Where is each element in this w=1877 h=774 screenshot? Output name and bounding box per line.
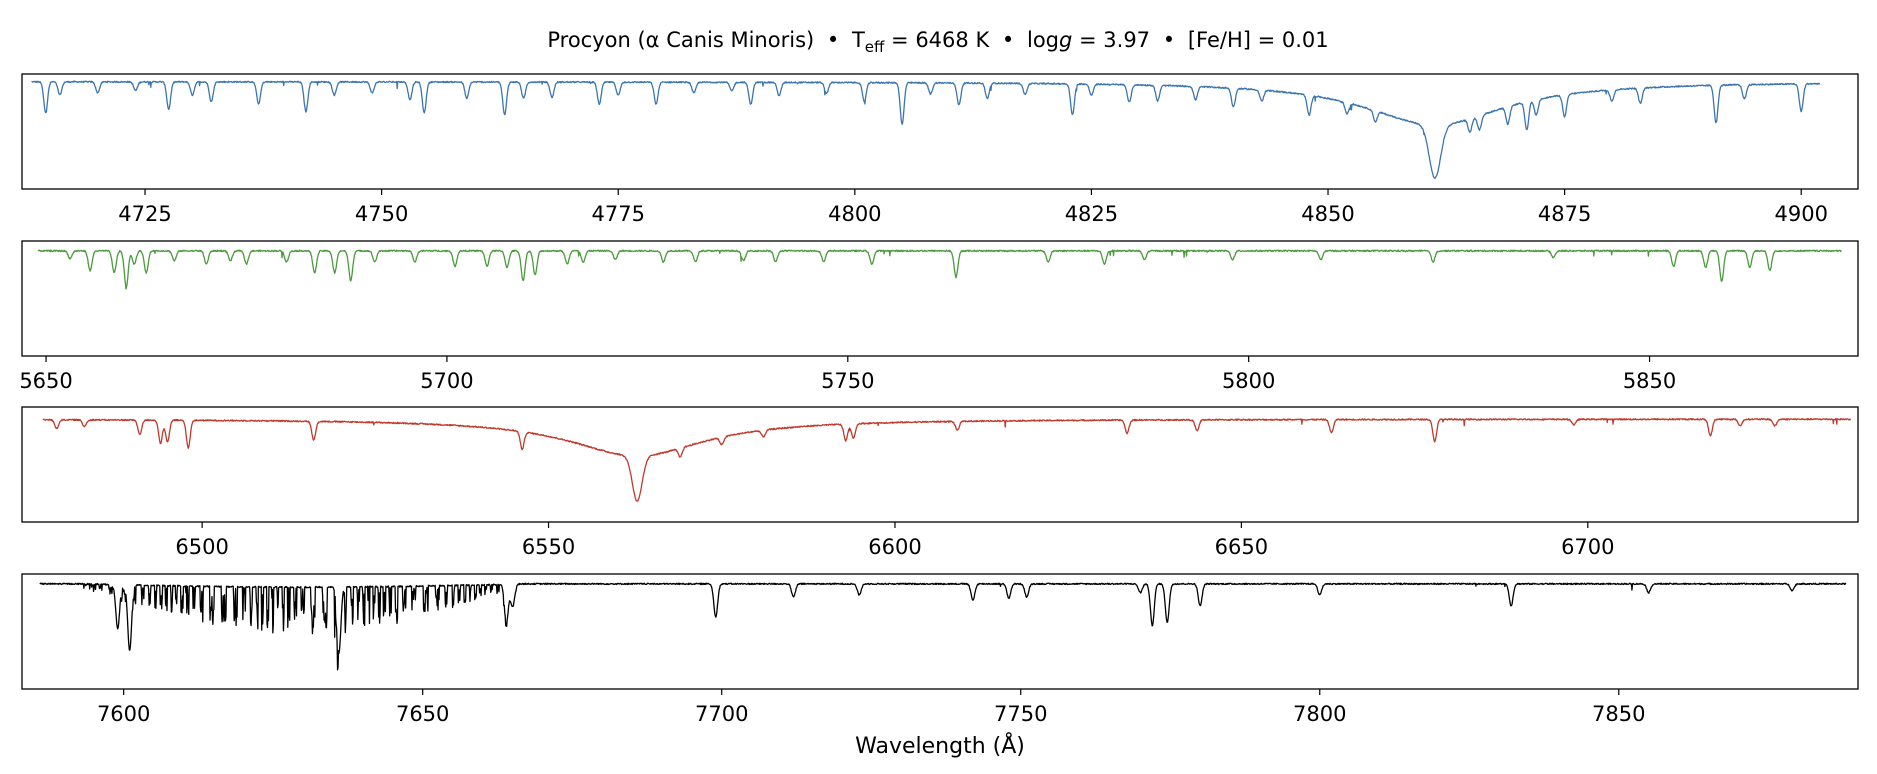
- spectrum-line-1: [31, 80, 1821, 179]
- spectrum-line-2: [37, 249, 1842, 290]
- x-tick-label: 4875: [1538, 202, 1591, 226]
- title-separator-1: •: [827, 28, 839, 52]
- x-tick-label: 6650: [1215, 535, 1268, 559]
- x-tick-label: 6700: [1561, 535, 1614, 559]
- x-tick-label: 4750: [355, 202, 408, 226]
- x-tick-label: 4900: [1774, 202, 1827, 226]
- title-logg-value: = 3.97: [1072, 28, 1150, 52]
- axes-frame-3: [21, 406, 1859, 523]
- x-tick-label: 7850: [1592, 702, 1645, 726]
- title-teff-label: T: [851, 28, 865, 52]
- title-feh: [Fe/H] = 0.01: [1188, 28, 1329, 52]
- x-tick-label: 5800: [1222, 369, 1275, 393]
- x-tick-label: 5750: [821, 369, 874, 393]
- x-tick-label: 6550: [522, 535, 575, 559]
- x-tick-label: 6600: [868, 535, 921, 559]
- x-tick-label: 5850: [1623, 369, 1676, 393]
- spectrum-panel-4: 7600 7650 7700 7750 7800 7850: [21, 573, 1859, 726]
- x-tick-label: 5650: [19, 369, 72, 393]
- x-tick-label: 4850: [1301, 202, 1354, 226]
- x-axis-label: Wavelength (Å): [855, 732, 1025, 759]
- title-star: Procyon (α Canis Minoris): [547, 28, 814, 52]
- x-tick-label: 4775: [592, 202, 645, 226]
- spectrum-panel-3: 6500 6550 6600 6650 6700: [21, 406, 1859, 559]
- x-tick-label: 4825: [1065, 202, 1118, 226]
- spectrum-line-3: [42, 417, 1852, 502]
- chart-title: Procyon (α Canis Minoris) • Teff = 6468 …: [547, 28, 1328, 56]
- spectrum-line-4: [39, 582, 1847, 671]
- x-tick-label: 4725: [118, 202, 171, 226]
- title-teff-subscript: eff: [865, 38, 885, 56]
- axes-frame-4: [21, 573, 1859, 690]
- x-tick-label: 4800: [828, 202, 881, 226]
- x-tick-label: 7750: [994, 702, 1047, 726]
- title-logg-prefix: log: [1027, 28, 1059, 52]
- x-tick-label: 7650: [396, 702, 449, 726]
- title-separator-2: •: [1002, 28, 1014, 52]
- x-tick-label: 7600: [97, 702, 150, 726]
- spectrum-panel-1: 4725 4750 4775 4800 4825 4850 4875 4900: [21, 73, 1859, 226]
- axes-frame-1: [21, 73, 1859, 190]
- x-tick-label: 7700: [695, 702, 748, 726]
- title-logg-variable: g: [1059, 28, 1072, 52]
- x-tick-label: 7800: [1293, 702, 1346, 726]
- x-tick-label: 5700: [420, 369, 473, 393]
- axes-frame-2: [21, 240, 1859, 357]
- spectrum-panel-2: 5650 5700 5750 5800 5850: [19, 240, 1859, 393]
- title-teff-value: = 6468 K: [884, 28, 990, 52]
- title-separator-3: •: [1163, 28, 1175, 52]
- x-tick-label: 6500: [175, 535, 228, 559]
